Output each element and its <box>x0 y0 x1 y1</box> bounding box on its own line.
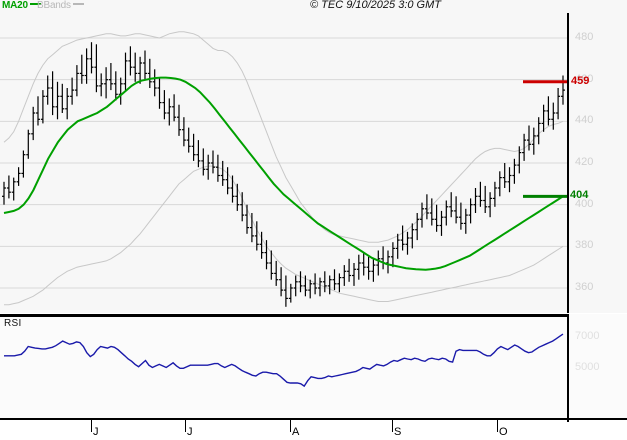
ma20-line <box>3 76 564 271</box>
time-axis-label-S: S <box>394 426 402 438</box>
resistance-level-label: 459 <box>571 74 590 87</box>
rsi-title: RSI <box>4 318 22 329</box>
rsi-chart-panel[interactable] <box>0 314 567 418</box>
time-axis-label-O: O <box>499 426 508 438</box>
price-axis-tick-360: 360 <box>575 281 594 293</box>
rsi-axis-tick-7000: 7000 <box>575 330 600 343</box>
support-level-label: 404 <box>570 189 589 202</box>
price-axis-tick-460: 460 <box>575 72 594 85</box>
bbands-upper-line <box>3 31 564 243</box>
legend-ma20-label: MA20 <box>2 0 28 11</box>
price-chart-panel[interactable] <box>0 13 567 313</box>
legend-bbands[interactable]: BBands <box>37 0 84 11</box>
rsi-axis-tick-5000: 5000 <box>575 361 600 374</box>
price-axis-tick-400: 400 <box>575 197 594 210</box>
axis-corner-cap <box>567 418 569 422</box>
rsi-axis: 7000 5000 <box>567 314 627 418</box>
time-axis-tick-mark <box>185 420 186 432</box>
price-chart-svg <box>0 31 567 307</box>
time-axis-label-J: J <box>187 426 193 438</box>
price-axis-tick-480: 480 <box>575 31 594 43</box>
time-axis-tick-mark <box>392 420 393 432</box>
chart-header: MA20 BBands © TEC 9/10/2025 3:0 GMT <box>0 0 627 13</box>
ohlc-bars <box>2 42 565 307</box>
legend-bbands-label: BBands <box>37 0 71 11</box>
legend-bbands-swatch-icon <box>72 3 84 6</box>
time-axis-tick-mark <box>290 420 291 432</box>
legend-ma20[interactable]: MA20 <box>2 0 41 11</box>
time-axis-tick-mark <box>497 420 498 432</box>
time-axis-tick-mark <box>91 420 92 432</box>
price-axis-tick-440: 440 <box>575 114 594 127</box>
price-axis: 480 460 440 420 400 380 360 459 404 <box>567 13 627 313</box>
time-axis-label-A: A <box>292 426 300 438</box>
rsi-chart-svg <box>4 333 564 388</box>
price-axis-tick-380: 380 <box>575 239 594 252</box>
rsi-line <box>4 333 564 388</box>
copyright-timestamp: © TEC 9/10/2025 3:0 GMT <box>310 0 441 11</box>
time-axis-label-J: J <box>93 426 99 438</box>
price-axis-tick-420: 420 <box>575 156 594 168</box>
legend-ma20-swatch-icon <box>29 3 41 6</box>
bbands-lower-line <box>4 165 564 306</box>
